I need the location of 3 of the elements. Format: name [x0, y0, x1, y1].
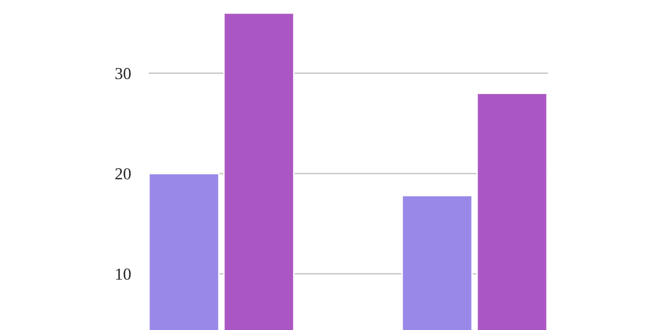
y-tick-label: 10	[116, 268, 131, 280]
y-tick-label: 30	[115, 68, 131, 80]
y-tick-label: 20	[115, 168, 131, 180]
